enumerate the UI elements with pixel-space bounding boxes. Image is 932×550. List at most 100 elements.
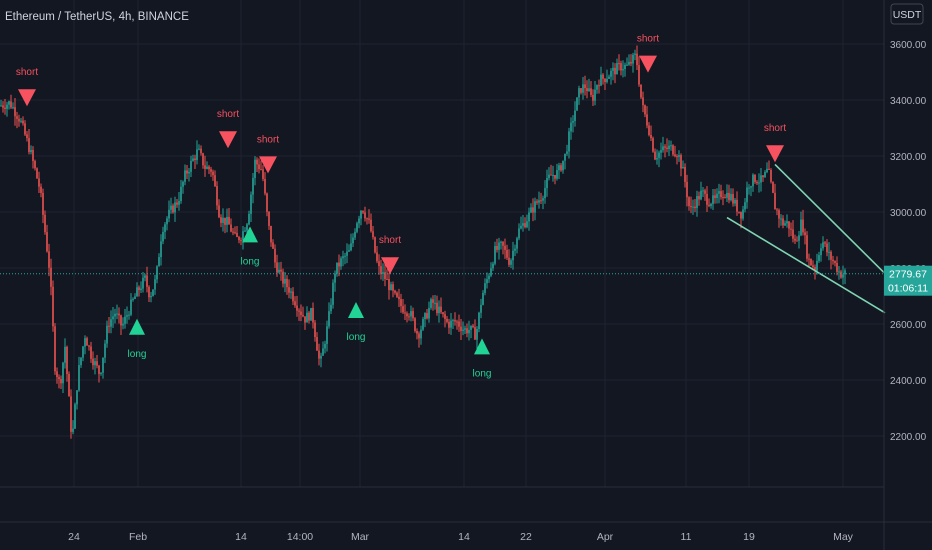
- candle-body: [732, 194, 734, 204]
- candle-body: [356, 223, 358, 232]
- candle-body: [414, 318, 416, 332]
- candle-body: [828, 251, 830, 253]
- candle-body: [792, 229, 794, 239]
- candle-body: [780, 218, 782, 220]
- candle-body: [826, 243, 828, 253]
- candle-body: [750, 186, 752, 188]
- candle-body: [674, 154, 676, 157]
- candle-body: [106, 325, 108, 344]
- candle-body: [584, 84, 586, 89]
- time-tick-label: 19: [743, 531, 755, 543]
- currency-badge-box[interactable]: [890, 3, 924, 25]
- candle-body: [116, 313, 118, 315]
- candle-body: [398, 296, 400, 300]
- candle-body: [362, 210, 364, 213]
- candle-body: [454, 320, 456, 322]
- long-signal-marker: [348, 302, 364, 318]
- candle-body: [348, 250, 350, 252]
- candle-body: [528, 212, 530, 222]
- candle-body: [504, 245, 506, 250]
- candle-body: [586, 88, 588, 92]
- candle-body: [366, 218, 368, 220]
- candle-body: [258, 164, 260, 170]
- candle-body: [770, 169, 772, 182]
- candle-body: [114, 313, 116, 317]
- candle-body: [726, 192, 728, 198]
- candle-body: [490, 268, 492, 276]
- candle-body: [478, 312, 480, 330]
- candle-body: [488, 275, 490, 280]
- candle-body: [578, 88, 580, 98]
- candle-body: [152, 289, 154, 296]
- long-signal-marker: [129, 318, 145, 335]
- candle-body: [556, 170, 558, 179]
- price-tick-label: 3000.00: [890, 208, 927, 219]
- candle-body: [90, 346, 92, 359]
- candle-body: [376, 252, 378, 262]
- candle-body: [218, 205, 220, 218]
- candle-body: [568, 131, 570, 152]
- candle-body: [68, 373, 70, 397]
- candle-body: [540, 200, 542, 202]
- candle-body: [314, 322, 316, 338]
- time-tick-label: May: [833, 531, 854, 543]
- candle-body: [744, 202, 746, 210]
- candle-body: [400, 299, 402, 307]
- candle-body: [38, 178, 40, 187]
- candle-body: [604, 78, 606, 83]
- candle-body: [746, 187, 748, 203]
- candle-body: [668, 145, 670, 150]
- candle-body: [292, 291, 294, 302]
- candle-body: [338, 262, 340, 267]
- candle-body: [730, 194, 732, 201]
- currency-badge[interactable]: USDT: [893, 9, 922, 21]
- candle-body: [532, 207, 534, 213]
- candle-body: [192, 158, 194, 161]
- trendline-lower[interactable]: [726, 216, 886, 314]
- trendline-upper[interactable]: [774, 163, 886, 275]
- candle-body: [40, 186, 42, 193]
- candle-body: [312, 308, 314, 323]
- candle-body: [236, 232, 238, 238]
- candle-body: [658, 152, 660, 158]
- candle-body: [332, 282, 334, 305]
- candle-body: [350, 243, 352, 251]
- time-tick-label: Feb: [129, 531, 147, 543]
- candle-body: [448, 321, 450, 328]
- candle-body: [220, 217, 222, 223]
- price-tick-label: 2600.00: [890, 320, 927, 331]
- candle-body: [318, 350, 320, 359]
- candle-body: [560, 165, 562, 171]
- candle-body: [712, 195, 714, 204]
- candle-body: [652, 138, 654, 152]
- candle-body: [648, 125, 650, 135]
- candle-body: [82, 346, 84, 358]
- candle-body: [690, 206, 692, 208]
- candle-body: [234, 232, 236, 234]
- time-axis[interactable]: 24 Feb 14 14:00 Mar 14 22 Apr 11 19 May: [68, 531, 854, 543]
- time-tick-label: 24: [68, 531, 80, 543]
- candle-body: [692, 206, 694, 208]
- candle-body: [500, 241, 502, 243]
- candle-body: [542, 198, 544, 201]
- short-signal-marker: [766, 145, 784, 163]
- candle-body: [4, 107, 6, 109]
- candle-body: [288, 287, 290, 293]
- candle-body: [284, 278, 286, 284]
- candle-body: [198, 148, 200, 150]
- candle-body: [224, 217, 226, 225]
- candle-body: [156, 266, 158, 280]
- short-signal-label: short: [257, 134, 279, 145]
- candle-body: [824, 242, 826, 244]
- candle-body: [434, 302, 436, 304]
- candle-body: [790, 228, 792, 230]
- candle-body: [602, 74, 604, 79]
- candle-body: [710, 203, 712, 206]
- candle-body: [562, 160, 564, 171]
- candle-body: [48, 251, 50, 268]
- candle-body: [222, 217, 224, 223]
- candle-body: [0, 105, 2, 107]
- candle-body: [266, 193, 268, 212]
- candle-body: [628, 61, 630, 65]
